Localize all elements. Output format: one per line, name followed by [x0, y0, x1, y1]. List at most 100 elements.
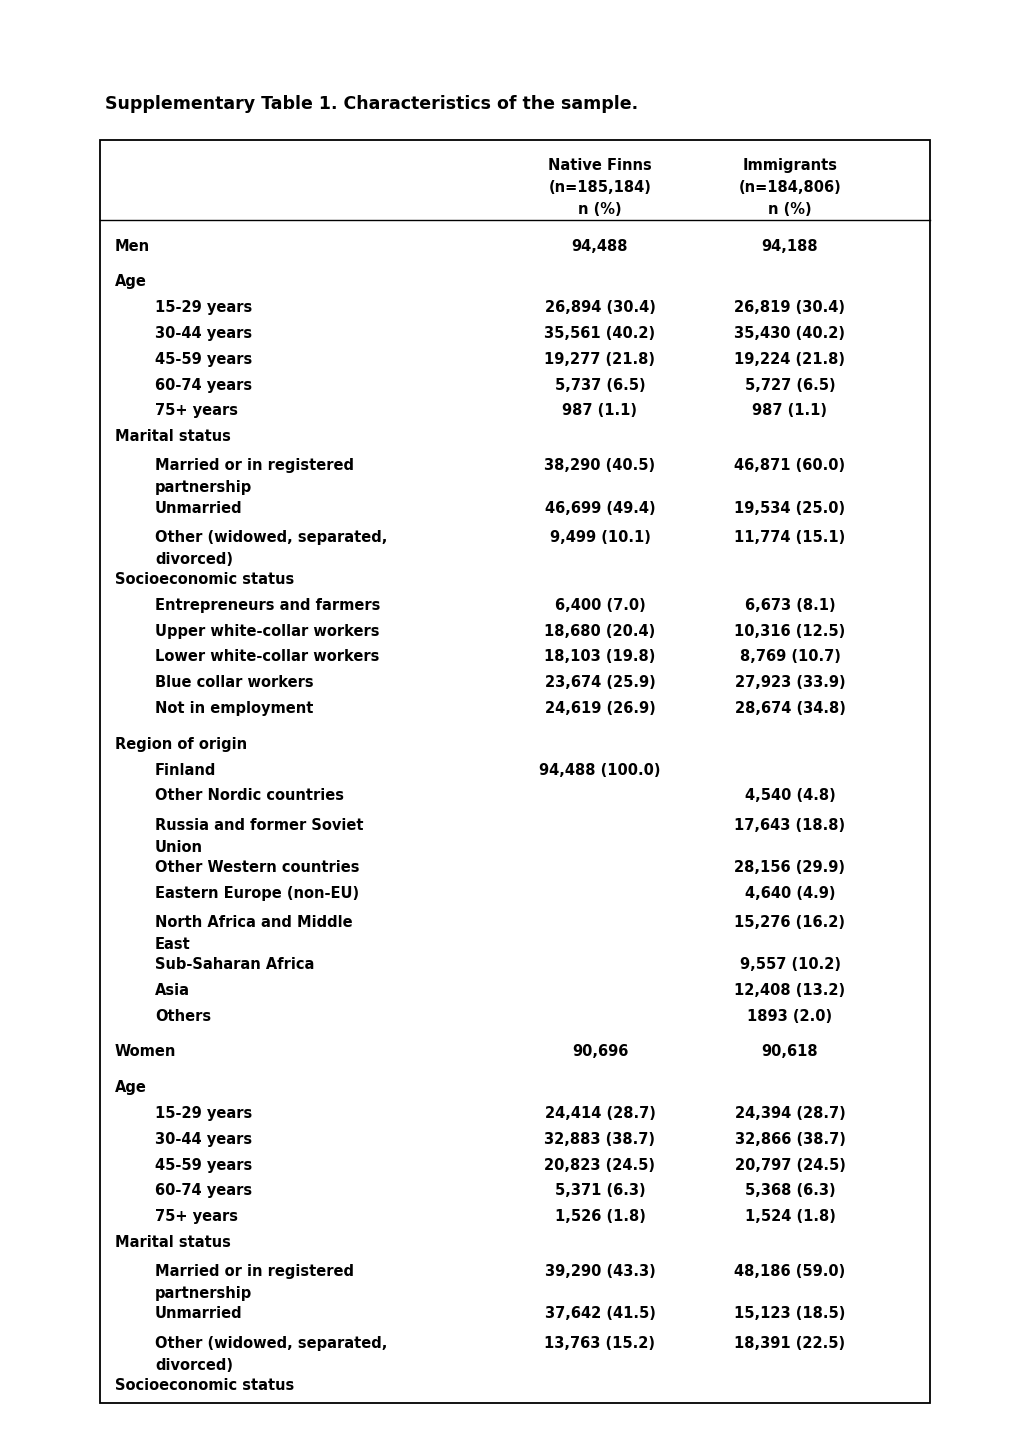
Text: East: East [155, 937, 191, 952]
Text: 19,534 (25.0): 19,534 (25.0) [734, 501, 845, 515]
Text: 4,540 (4.8): 4,540 (4.8) [744, 788, 835, 804]
Text: Entrepreneurs and farmers: Entrepreneurs and farmers [155, 597, 380, 613]
Text: 90,696: 90,696 [572, 1045, 628, 1059]
Text: divorced): divorced) [155, 551, 232, 567]
Text: 45-59 years: 45-59 years [155, 352, 252, 367]
Text: 8,769 (10.7): 8,769 (10.7) [739, 649, 840, 664]
Text: 9,557 (10.2): 9,557 (10.2) [739, 957, 840, 973]
Text: (n=184,806): (n=184,806) [738, 180, 841, 195]
Text: 28,674 (34.8): 28,674 (34.8) [734, 701, 845, 716]
Text: North Africa and Middle: North Africa and Middle [155, 915, 353, 929]
Text: 12,408 (13.2): 12,408 (13.2) [734, 983, 845, 999]
Text: 19,224 (21.8): 19,224 (21.8) [734, 352, 845, 367]
Text: 6,673 (8.1): 6,673 (8.1) [744, 597, 835, 613]
Text: Age: Age [115, 274, 147, 289]
Text: 39,290 (43.3): 39,290 (43.3) [544, 1264, 655, 1280]
Text: Marital status: Marital status [115, 1235, 230, 1250]
Text: 15-29 years: 15-29 years [155, 1105, 252, 1121]
Text: 11,774 (15.1): 11,774 (15.1) [734, 530, 845, 545]
Text: 4,640 (4.9): 4,640 (4.9) [744, 886, 835, 900]
Text: partnership: partnership [155, 481, 252, 495]
Text: Other Western countries: Other Western countries [155, 860, 359, 874]
Text: 32,883 (38.7): 32,883 (38.7) [544, 1131, 655, 1147]
Text: 94,488: 94,488 [572, 238, 628, 254]
Text: 10,316 (12.5): 10,316 (12.5) [734, 623, 845, 639]
Text: 75+ years: 75+ years [155, 1209, 237, 1224]
Text: 30-44 years: 30-44 years [155, 1131, 252, 1147]
Text: Married or in registered: Married or in registered [155, 1264, 354, 1280]
Text: 9,499 (10.1): 9,499 (10.1) [549, 530, 650, 545]
Text: 17,643 (18.8): 17,643 (18.8) [734, 818, 845, 833]
Text: 75+ years: 75+ years [155, 403, 237, 418]
Text: 18,680 (20.4): 18,680 (20.4) [544, 623, 655, 639]
Text: Other (widowed, separated,: Other (widowed, separated, [155, 1336, 387, 1351]
Text: Marital status: Marital status [115, 429, 230, 444]
Text: 94,488 (100.0): 94,488 (100.0) [539, 762, 660, 778]
Text: 60-74 years: 60-74 years [155, 378, 252, 392]
Text: Native Finns: Native Finns [547, 157, 651, 173]
Text: 24,414 (28.7): 24,414 (28.7) [544, 1105, 655, 1121]
Text: 38,290 (40.5): 38,290 (40.5) [544, 459, 655, 473]
Text: Finland: Finland [155, 762, 216, 778]
Text: Eastern Europe (non-EU): Eastern Europe (non-EU) [155, 886, 359, 900]
Text: Other (widowed, separated,: Other (widowed, separated, [155, 530, 387, 545]
Text: 987 (1.1): 987 (1.1) [752, 403, 826, 418]
Text: 987 (1.1): 987 (1.1) [561, 403, 637, 418]
Text: Lower white-collar workers: Lower white-collar workers [155, 649, 379, 664]
Text: Others: Others [155, 1009, 211, 1023]
Text: Immigrants: Immigrants [742, 157, 837, 173]
Text: 24,394 (28.7): 24,394 (28.7) [734, 1105, 845, 1121]
Text: 6,400 (7.0): 6,400 (7.0) [554, 597, 645, 613]
Text: Unmarried: Unmarried [155, 501, 243, 515]
Text: 15-29 years: 15-29 years [155, 300, 252, 315]
Text: 18,103 (19.8): 18,103 (19.8) [544, 649, 655, 664]
Text: Supplementary Table 1. Characteristics of the sample.: Supplementary Table 1. Characteristics o… [105, 95, 638, 113]
Text: 48,186 (59.0): 48,186 (59.0) [734, 1264, 845, 1280]
Text: Union: Union [155, 840, 203, 854]
Text: 60-74 years: 60-74 years [155, 1183, 252, 1198]
Text: 18,391 (22.5): 18,391 (22.5) [734, 1336, 845, 1351]
Text: n (%): n (%) [767, 202, 811, 216]
Text: 94,188: 94,188 [761, 238, 817, 254]
Text: 30-44 years: 30-44 years [155, 326, 252, 341]
Text: Sub-Saharan Africa: Sub-Saharan Africa [155, 957, 314, 973]
Text: 20,797 (24.5): 20,797 (24.5) [734, 1157, 845, 1173]
Bar [100, 140, 929, 1403]
Text: 19,277 (21.8): 19,277 (21.8) [544, 352, 655, 367]
Text: 5,368 (6.3): 5,368 (6.3) [744, 1183, 835, 1198]
Text: (n=185,184): (n=185,184) [548, 180, 651, 195]
Text: 26,819 (30.4): 26,819 (30.4) [734, 300, 845, 315]
Text: 1,526 (1.8): 1,526 (1.8) [554, 1209, 645, 1224]
Text: Men: Men [115, 238, 150, 254]
Text: Region of origin: Region of origin [115, 737, 247, 752]
Text: Socioeconomic status: Socioeconomic status [115, 1378, 293, 1392]
Text: Age: Age [115, 1081, 147, 1095]
Text: 46,871 (60.0): 46,871 (60.0) [734, 459, 845, 473]
Text: 5,371 (6.3): 5,371 (6.3) [554, 1183, 645, 1198]
Text: 37,642 (41.5): 37,642 (41.5) [544, 1306, 655, 1322]
Text: 5,727 (6.5): 5,727 (6.5) [744, 378, 835, 392]
Text: divorced): divorced) [155, 1358, 232, 1372]
Text: Unmarried: Unmarried [155, 1306, 243, 1322]
Text: 28,156 (29.9): 28,156 (29.9) [734, 860, 845, 874]
Text: 1,524 (1.8): 1,524 (1.8) [744, 1209, 835, 1224]
Text: Russia and former Soviet: Russia and former Soviet [155, 818, 363, 833]
Text: 20,823 (24.5): 20,823 (24.5) [544, 1157, 655, 1173]
Text: Upper white-collar workers: Upper white-collar workers [155, 623, 379, 639]
Text: 35,561 (40.2): 35,561 (40.2) [544, 326, 655, 341]
Text: n (%): n (%) [578, 202, 622, 216]
Text: 35,430 (40.2): 35,430 (40.2) [734, 326, 845, 341]
Text: Women: Women [115, 1045, 176, 1059]
Text: 26,894 (30.4): 26,894 (30.4) [544, 300, 655, 315]
Text: Blue collar workers: Blue collar workers [155, 675, 313, 690]
Text: 45-59 years: 45-59 years [155, 1157, 252, 1173]
Text: Not in employment: Not in employment [155, 701, 313, 716]
Text: Other Nordic countries: Other Nordic countries [155, 788, 343, 804]
Text: Asia: Asia [155, 983, 190, 999]
Text: 13,763 (15.2): 13,763 (15.2) [544, 1336, 655, 1351]
Text: 32,866 (38.7): 32,866 (38.7) [734, 1131, 845, 1147]
Text: partnership: partnership [155, 1286, 252, 1302]
Text: Married or in registered: Married or in registered [155, 459, 354, 473]
Text: 46,699 (49.4): 46,699 (49.4) [544, 501, 654, 515]
Text: 90,618: 90,618 [761, 1045, 817, 1059]
